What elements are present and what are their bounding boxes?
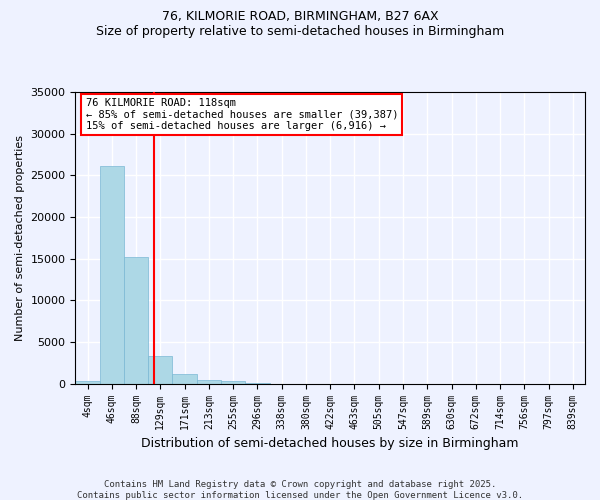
Bar xyxy=(172,374,197,384)
Bar xyxy=(245,383,269,384)
Bar xyxy=(148,356,172,384)
Bar xyxy=(197,380,221,384)
Bar xyxy=(76,380,100,384)
Text: 76, KILMORIE ROAD, BIRMINGHAM, B27 6AX
Size of property relative to semi-detache: 76, KILMORIE ROAD, BIRMINGHAM, B27 6AX S… xyxy=(96,10,504,38)
Bar xyxy=(100,166,124,384)
Text: 76 KILMORIE ROAD: 118sqm
← 85% of semi-detached houses are smaller (39,387)
15% : 76 KILMORIE ROAD: 118sqm ← 85% of semi-d… xyxy=(86,98,398,131)
Bar xyxy=(221,382,245,384)
Y-axis label: Number of semi-detached properties: Number of semi-detached properties xyxy=(15,135,25,341)
X-axis label: Distribution of semi-detached houses by size in Birmingham: Distribution of semi-detached houses by … xyxy=(142,437,519,450)
Text: Contains HM Land Registry data © Crown copyright and database right 2025.
Contai: Contains HM Land Registry data © Crown c… xyxy=(77,480,523,500)
Bar xyxy=(124,258,148,384)
